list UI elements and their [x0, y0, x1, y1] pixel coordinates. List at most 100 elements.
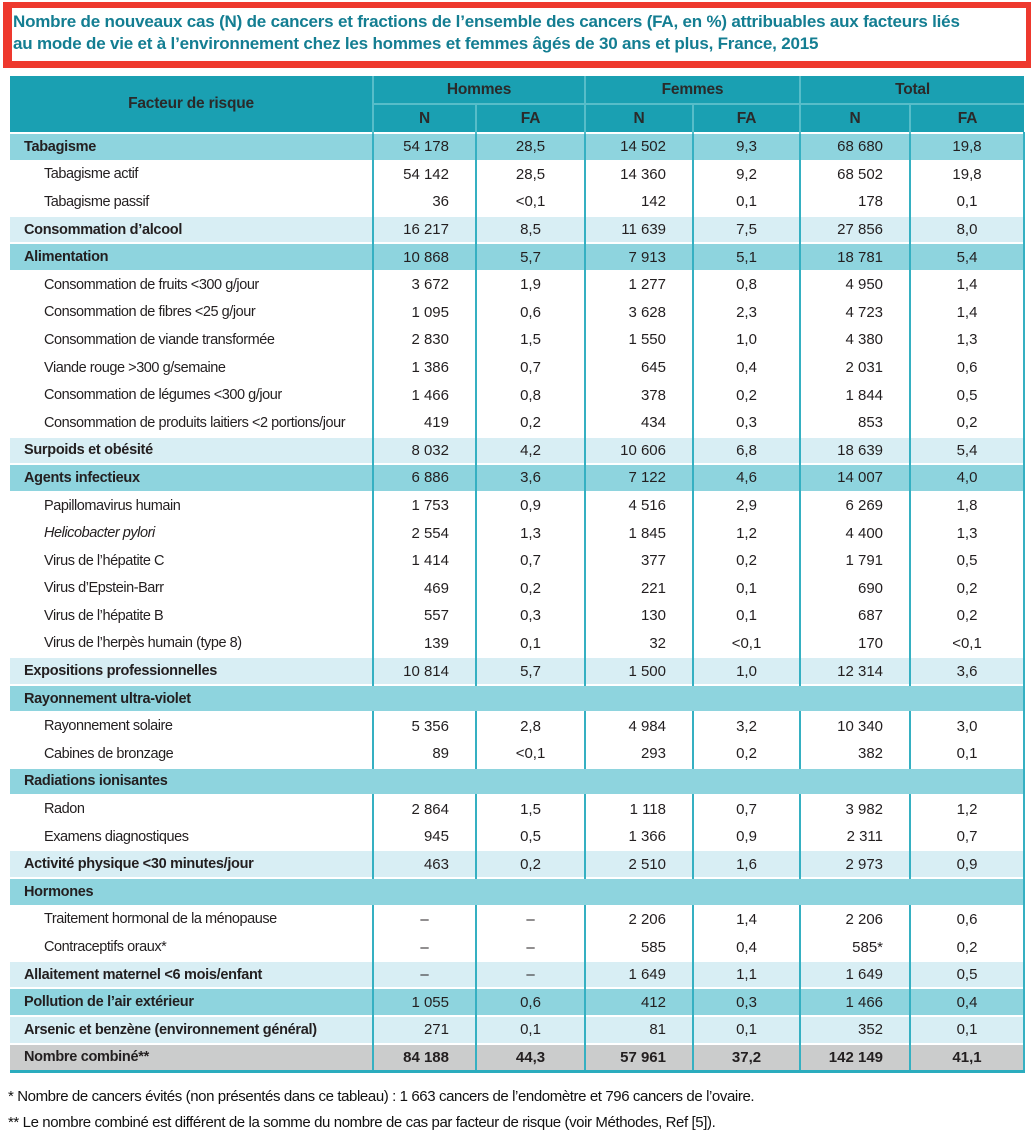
header-femmes: Femmes	[583, 76, 801, 105]
cell-femmes-n: 1 366	[585, 821, 694, 851]
cell-femmes-fa: <0,1	[693, 628, 802, 658]
cell-hommes-n: –	[373, 959, 477, 989]
cell-total-n: 6 269	[800, 490, 912, 520]
cell-femmes-fa: 9,2	[693, 159, 802, 189]
table-body: Tabagisme 54 178 28,5 14 502 9,3 68 680 19,8 Ta…	[10, 132, 1026, 1074]
table-row: Papillomavirus humain 1 753 0,9 4 516 2,9 6 2…	[10, 490, 1026, 520]
cell-femmes-n: 3 628	[585, 297, 694, 327]
cell-femmes-n: 585	[585, 932, 694, 961]
cell-hommes-fa: 0,1	[476, 1015, 586, 1044]
cell-hommes-fa: 28,5	[476, 132, 586, 161]
cell-hommes-n: 1 055	[373, 987, 477, 1016]
cell-hommes-n: 16 217	[373, 214, 477, 244]
cell-total-n: 4 380	[800, 325, 912, 354]
row-label: Surpoids et obésité	[10, 435, 374, 465]
cell-hommes-n: 54 142	[373, 159, 477, 189]
cell-femmes-n: 221	[585, 573, 694, 603]
cell-femmes-n: 2 206	[585, 904, 694, 934]
row-label: Consommation de produits laitiers <2 por…	[10, 407, 374, 437]
cell-femmes-fa: 1,0	[693, 656, 802, 685]
cell-femmes-n: 377	[585, 545, 694, 575]
cell-femmes-fa: 0,1	[693, 1015, 802, 1044]
cell-total-fa: 0,2	[910, 932, 1026, 961]
cell-total-n: 2 973	[800, 849, 912, 879]
cell-femmes-fa: 0,2	[693, 545, 802, 575]
cell-total-fa: 0,2	[910, 407, 1026, 437]
cell-total-fa: 0,2	[910, 573, 1026, 603]
cell-femmes-fa: 6,8	[693, 435, 802, 465]
table-row: Virus d’Epstein-Barr 469 0,2 221 0,1 690 0,2	[10, 573, 1026, 603]
cell-femmes-n: 32	[585, 628, 694, 658]
cell-hommes-fa: 0,2	[476, 407, 586, 437]
footnote-2: ** Le nombre combiné est différent de la…	[8, 1114, 716, 1132]
row-label: Examens diagnostiques	[10, 821, 374, 851]
cell-hommes-fa: 1,9	[476, 269, 586, 299]
row-label: Tabagisme	[10, 132, 374, 161]
cell-hommes-n: 6 886	[373, 463, 477, 492]
cell-femmes-n: 11 639	[585, 214, 694, 244]
header-facteur-de-risque: Facteur de risque	[10, 76, 374, 133]
cell-total-fa: 19,8	[910, 132, 1026, 161]
cell-total-fa: 1,3	[910, 325, 1026, 354]
cell-hommes-fa: –	[476, 932, 586, 961]
row-label: Viande rouge >300 g/semaine	[10, 352, 374, 382]
row-label: Helicobacter pylori	[10, 518, 374, 547]
cell-total-fa: <0,1	[910, 628, 1026, 658]
cell-hommes-n: 139	[373, 628, 477, 658]
cell-total-n: 142 149	[800, 1042, 912, 1074]
cell-total-fa: 41,1	[910, 1042, 1026, 1074]
cell-hommes-fa: 0,6	[476, 987, 586, 1016]
cell-hommes-n: 1 466	[373, 380, 477, 409]
table-row: Consommation de viande transformée 2 830 1…	[10, 325, 1026, 354]
cell-total-fa: 3,0	[910, 711, 1026, 741]
cell-femmes-n: 1 277	[585, 269, 694, 299]
footnote-1: * Nombre de cancers évités (non présenté…	[8, 1088, 755, 1106]
row-label: Alimentation	[10, 242, 374, 271]
cell-total-n: 1 844	[800, 380, 912, 409]
cell-total-n: 27 856	[800, 214, 912, 244]
row-label: Activité physique <30 minutes/jour	[10, 849, 374, 879]
cell-femmes-fa: 0,3	[693, 987, 802, 1016]
table-row: Activité physique <30 minutes/jour 463 0,2…	[10, 849, 1026, 879]
cell-hommes-n: 5 356	[373, 711, 477, 741]
cell-total-n: 382	[800, 739, 912, 768]
cell-hommes-n: –	[373, 904, 477, 934]
section-row: Hormones	[10, 877, 1026, 906]
cell-femmes-fa: 37,2	[693, 1042, 802, 1074]
cell-total-n: 2 311	[800, 821, 912, 851]
title-line-2: au mode de vie et à l’environnement chez…	[13, 34, 819, 53]
cell-femmes-n: 10 606	[585, 435, 694, 465]
table-row: Consommation de fibres <25 g/jour 1 095 0,…	[10, 297, 1026, 327]
cell-femmes-n: 4 516	[585, 490, 694, 520]
cell-hommes-fa: 3,6	[476, 463, 586, 492]
cell-total-fa: 0,1	[910, 1015, 1026, 1044]
cell-hommes-fa: 0,7	[476, 352, 586, 382]
cell-hommes-n: 469	[373, 573, 477, 603]
cell-total-fa: 5,4	[910, 242, 1026, 271]
cell-hommes-fa: 4,2	[476, 435, 586, 465]
table-row: Helicobacter pylori 2 554 1,3 1 845 1,2 4 400…	[10, 518, 1026, 547]
cell-femmes-fa: 0,3	[693, 407, 802, 437]
cell-femmes-fa: 5,1	[693, 242, 802, 271]
risk-factors-table: Facteur de risque Hommes Femmes Total N …	[10, 76, 1026, 1074]
cell-total-n: 687	[800, 601, 912, 630]
cell-hommes-n: 3 672	[373, 269, 477, 299]
cell-femmes-fa: 1,1	[693, 959, 802, 989]
title-line-1: Nombre de nouveaux cas (N) de cancers et…	[13, 12, 960, 31]
cell-total-fa: 0,6	[910, 352, 1026, 382]
table-row: Tabagisme passif 36 <0,1 142 0,1 178 0,1	[10, 187, 1026, 216]
cell-total-fa: 1,4	[910, 297, 1026, 327]
cell-hommes-n: 1 753	[373, 490, 477, 520]
row-label: Consommation de fibres <25 g/jour	[10, 297, 374, 327]
cell-total-fa: 1,2	[910, 794, 1026, 823]
cell-hommes-n: 463	[373, 849, 477, 879]
cell-femmes-fa: 1,0	[693, 325, 802, 354]
cell-femmes-fa: 0,2	[693, 739, 802, 768]
table-row: Virus de l’hépatite B 557 0,3 130 0,1 687 0,2	[10, 601, 1026, 630]
cell-femmes-fa: 2,9	[693, 490, 802, 520]
cell-femmes-n: 1 500	[585, 656, 694, 685]
cell-total-n: 2 031	[800, 352, 912, 382]
cell-femmes-n: 1 550	[585, 325, 694, 354]
table-row: Consommation d’alcool 16 217 8,5 11 639 7,5 2…	[10, 214, 1026, 244]
cell-hommes-n: 2 864	[373, 794, 477, 823]
